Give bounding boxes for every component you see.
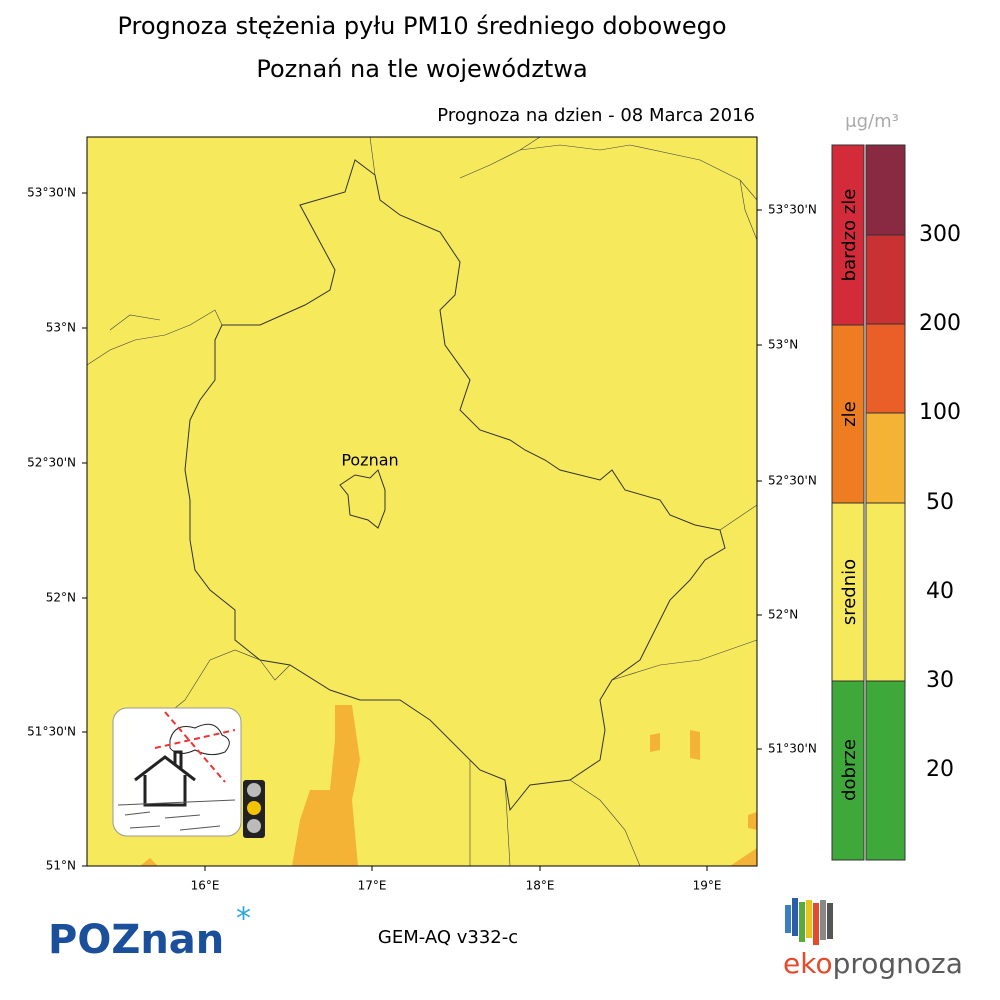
category-label: srednio [839, 559, 860, 625]
lat-label-right: 53°30'N [768, 203, 817, 217]
lon-label: 16°E [191, 879, 220, 893]
level-swatch [865, 234, 906, 325]
title: Prognoza stężenia pyłu PM10 średniego do… [117, 12, 726, 40]
poznan-logo: POZnan [48, 917, 224, 963]
category-label: zle [839, 401, 860, 427]
map-frame [86, 136, 758, 867]
category-swatch [831, 502, 865, 682]
high-zone [292, 705, 360, 866]
lat-label-left: 51°30'N [27, 725, 76, 739]
ground [117, 799, 236, 831]
lat-label-right: 52°30'N [768, 474, 817, 488]
model-label: GEM-AQ v332-c [378, 927, 518, 948]
level-label: 300 [919, 222, 961, 247]
lat-label-right: 51°30'N [768, 742, 817, 756]
cross [154, 711, 236, 783]
cloud [169, 723, 230, 756]
logo-part: eko [783, 947, 833, 980]
footer: POZnan * GEM-AQ v332-c ekoprognoza [48, 898, 963, 980]
category-swatch [831, 680, 865, 861]
high-zone [140, 730, 757, 866]
lat-label-left: 51°N [46, 859, 76, 873]
level-swatch [865, 323, 906, 414]
category-label: bardzo zle [839, 189, 860, 282]
inset-icon [112, 707, 265, 838]
eko-logo: ekoprognoza [783, 947, 963, 980]
region-border [86, 136, 758, 867]
light [247, 783, 261, 797]
city-label: Poznan [341, 451, 398, 470]
lat-label-right: 53°N [768, 338, 798, 352]
level-swatch [865, 680, 906, 861]
lat-label-left: 52°N [46, 591, 76, 605]
lat-label-left: 53°N [46, 321, 76, 335]
level-label: 100 [919, 400, 961, 425]
legend: μg/m³ bardzo zle zle srednio dobrze 300 2… [831, 111, 961, 861]
logo-part: prognoza [833, 947, 963, 980]
level-label: 50 [926, 490, 954, 515]
subtitle: Poznań na tle województwa [256, 55, 587, 83]
lon-label: 17°E [358, 879, 387, 893]
eko-logo-icon [785, 898, 833, 945]
lat-label-right: 52°N [768, 608, 798, 622]
city-border [339, 469, 386, 529]
unit-label: μg/m³ [845, 111, 899, 132]
logo-star: * [236, 902, 251, 937]
level-label: 200 [919, 311, 961, 336]
level-labels: 300 200 100 50 40 30 20 [919, 222, 961, 782]
axes: 53°30'N 53°N 52°30'N 52°N 51°30'N 51°N 53°30'N… [27, 186, 817, 893]
level-label: 30 [926, 668, 954, 693]
lon-label: 19°E [693, 879, 722, 893]
lat-label-left: 52°30'N [27, 456, 76, 470]
category-swatch [831, 144, 865, 326]
category-swatch [831, 324, 865, 504]
map: Poznan [86, 136, 758, 867]
lat-label-left: 53°30'N [27, 186, 76, 200]
light [247, 801, 261, 815]
house [134, 750, 196, 807]
category-label: dobrze [839, 739, 860, 801]
level-label: 20 [926, 757, 954, 782]
level-swatch [865, 144, 906, 236]
forecast-date: Prognoza na dzien - 08 Marca 2016 [437, 105, 755, 126]
level-label: 40 [926, 579, 954, 604]
lon-label: 18°E [526, 879, 555, 893]
light [247, 819, 261, 833]
level-swatch [865, 502, 906, 682]
level-swatch [865, 412, 906, 504]
